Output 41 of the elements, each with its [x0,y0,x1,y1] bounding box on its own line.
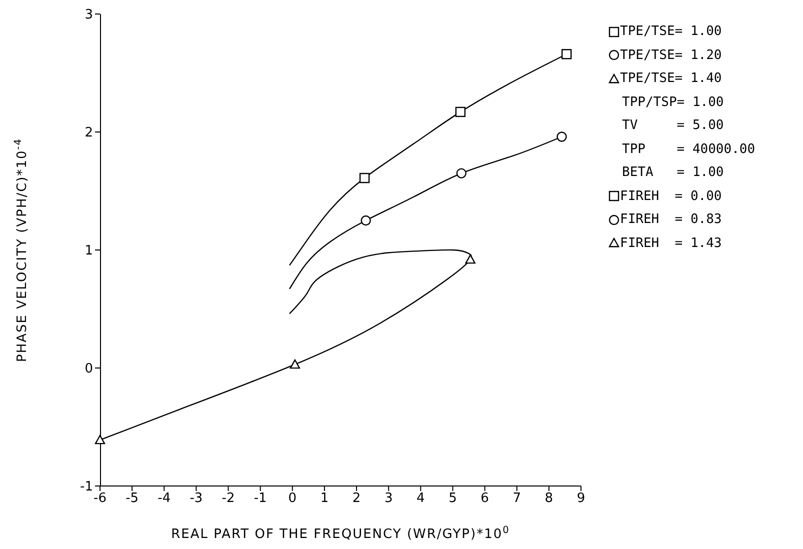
x-axis-title: REAL PART OF THE FREQUENCY (WR/GYP)*10$^{0}$ [171,524,510,542]
point [359,172,370,184]
x-tick-label: -1 [254,491,267,506]
point [455,106,466,118]
x-tick-label: -4 [158,491,171,506]
legend-label: TPE/TSE= 1.40 [620,70,722,88]
text: TV = 5.00 [622,117,724,135]
legend-label: TPE/TSE= 1.20 [620,46,722,64]
text: BETA = 1.00 [622,164,724,182]
x-tick-label: -3 [190,491,203,506]
point [456,168,466,178]
point [360,215,371,226]
y-tick-label: 1 [84,244,93,259]
x-tick-label: 3 [384,491,393,506]
x-tick-label: 6 [480,491,489,506]
x-tick-label: 1 [320,491,329,506]
point [94,434,106,444]
text: FIREH = 0.83 [620,211,722,229]
x-tick-label: 9 [576,491,586,506]
y-tick-label: 0 [84,362,93,377]
text: FIREH = 0.00 [620,188,722,206]
x-tick-label: -2 [222,491,235,506]
point [465,254,476,264]
point [556,132,567,142]
point [561,49,572,60]
y-tick-label: 3 [84,8,93,23]
text: FIREH = 1.43 [620,234,722,252]
y-tick-label: -1 [80,480,93,495]
x-tick-label: 7 [512,491,522,506]
x-tick-label: 5 [448,491,457,506]
y-tick-label: 2 [84,126,93,141]
legend-label: TPE/TSE= 1.00 [620,23,722,41]
text: TPP/TSP= 1.00 [622,94,724,112]
x-tick-label: 0 [288,491,297,506]
x-tick-label: -5 [126,491,139,506]
text: TPP = 40000.00 [622,140,756,158]
x-tick-label: -6 [94,491,106,506]
point [290,359,300,369]
x-tick-label: 8 [544,491,554,506]
x-tick-label: 2 [352,491,361,506]
x-tick-label: 4 [416,491,425,506]
